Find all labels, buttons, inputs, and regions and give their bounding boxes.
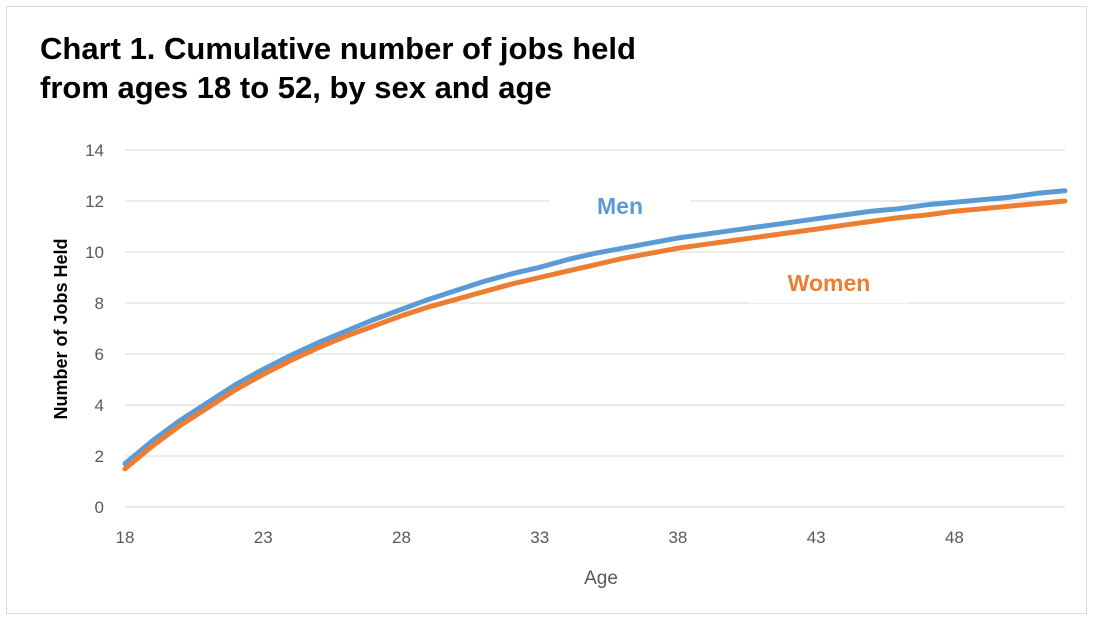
series-lines [122,188,1068,472]
series-labels: Men Women [550,184,909,303]
x-tick-label: 43 [807,528,826,547]
chart-title: Chart 1. Cumulative number of jobs held f… [40,30,636,108]
series-line-women [122,198,1068,472]
x-tick-label: 33 [530,528,549,547]
series-label-men: Men [597,193,643,219]
x-tick-label: 18 [116,528,135,547]
gridlines [125,149,1065,508]
y-tick-label: 10 [85,243,104,262]
y-tick-label: 4 [95,396,104,415]
y-tick-label: 8 [95,294,104,313]
x-tick-label: 38 [668,528,687,547]
x-tick-label: 23 [254,528,273,547]
x-tick-label: 28 [392,528,411,547]
chart-title-line-1: Chart 1. Cumulative number of jobs held [40,31,636,66]
y-tick-label: 0 [95,498,104,517]
series-line-men [122,188,1068,467]
y-tick-label: 12 [85,192,104,211]
x-tick-label: 48 [945,528,964,547]
series-label-background [550,184,690,226]
series-label-background [749,261,909,303]
chart-title-line-2: from ages 18 to 52, by sex and age [40,69,552,105]
y-tick-label: 6 [95,345,104,364]
y-axis-title: Number of Jobs Held [51,238,71,419]
y-tick-label: 14 [85,141,104,160]
series-label-women: Women [788,270,871,296]
y-axis-ticks: 0 2 4 6 8 10 12 14 [85,141,104,517]
x-axis-ticks: 18 23 28 33 38 43 48 [116,528,964,547]
x-axis-title: Age [584,568,618,589]
chart-frame [6,6,1087,614]
y-tick-label: 2 [95,447,104,466]
